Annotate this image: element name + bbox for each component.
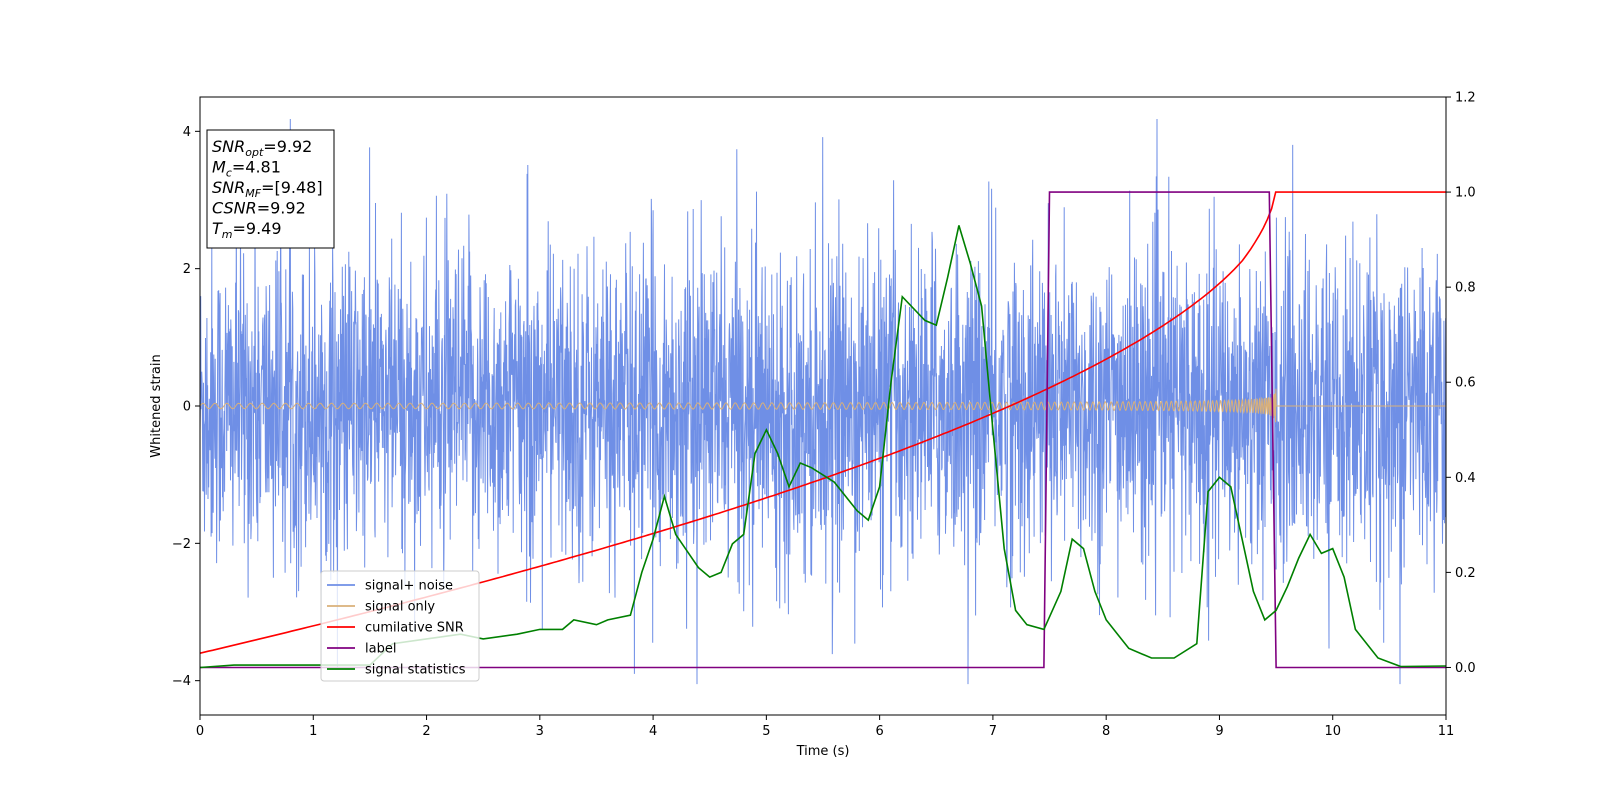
x-tick-label: 11 xyxy=(1438,724,1455,739)
x-tick-label: 8 xyxy=(1102,724,1110,739)
x-tick-label: 4 xyxy=(649,724,657,739)
y-tick-label: −2 xyxy=(172,537,191,552)
legend-label: cumilative SNR xyxy=(365,621,464,636)
y-tick-label: 0 xyxy=(183,400,191,415)
annotation-line: SNRopt=9.92 xyxy=(212,137,312,159)
signal-only-trace xyxy=(200,388,1446,423)
x-tick-label: 6 xyxy=(875,724,883,739)
signal-noise-trace xyxy=(200,118,1446,685)
y2-tick-label: 0.4 xyxy=(1455,471,1476,486)
signal-only-line xyxy=(200,388,1446,423)
x-tick-label: 1 xyxy=(309,724,317,739)
x-tick-label: 3 xyxy=(536,724,544,739)
y2-tick-label: 0.6 xyxy=(1455,376,1476,391)
y-axis-right: 0.0 0.2 0.4 0.6 0.8 1.0 1.2 xyxy=(1446,91,1476,676)
x-tick-label: 0 xyxy=(196,724,204,739)
legend-label: label xyxy=(365,642,396,657)
annotation-line: SNRMF=[9.48] xyxy=(212,178,323,200)
legend-label: signal statistics xyxy=(365,663,466,678)
legend-frame xyxy=(320,570,480,682)
legend: signal+ noise signal only cumilative SNR la… xyxy=(320,570,480,682)
annotation-line: Mc=4.81 xyxy=(212,158,281,180)
x-tick-label: 10 xyxy=(1324,724,1341,739)
y2-tick-label: 1.2 xyxy=(1455,91,1476,106)
signal-noise-line xyxy=(200,118,1446,685)
y2-tick-label: 0.8 xyxy=(1455,281,1476,296)
signal-statistics-line xyxy=(200,225,1446,669)
legend-label: signal+ noise xyxy=(365,579,453,594)
x-tick-label: 2 xyxy=(422,724,430,739)
x-tick-label: 7 xyxy=(989,724,997,739)
y-axis-left: −4 −2 0 2 4 xyxy=(172,125,200,689)
annotation-line: CSNR=9.92 xyxy=(212,199,306,218)
y-tick-label: 2 xyxy=(183,262,191,277)
y2-tick-label: 0.0 xyxy=(1455,661,1476,676)
y-tick-label: 4 xyxy=(183,125,191,140)
annotation-line: Tm=9.49 xyxy=(212,219,282,241)
x-tick-label: 5 xyxy=(762,724,770,739)
metrics-annotation-box: SNRopt=9.92Mc=4.81SNRMF=[9.48]CSNR=9.92T… xyxy=(206,129,335,249)
annotation-frame xyxy=(206,129,335,249)
legend-label: signal only xyxy=(365,600,435,615)
x-axis-label: Time (s) xyxy=(796,744,850,759)
x-tick-label: 9 xyxy=(1215,724,1223,739)
label-line xyxy=(200,191,1446,669)
x-axis: 0 1 2 3 4 5 6 7 8 9 10 11 xyxy=(196,715,1454,739)
y2-tick-label: 1.0 xyxy=(1455,186,1476,201)
y2-tick-label: 0.2 xyxy=(1455,566,1476,581)
y-tick-label: −4 xyxy=(172,674,191,689)
y-axis-label: Whitened strain xyxy=(149,354,164,457)
